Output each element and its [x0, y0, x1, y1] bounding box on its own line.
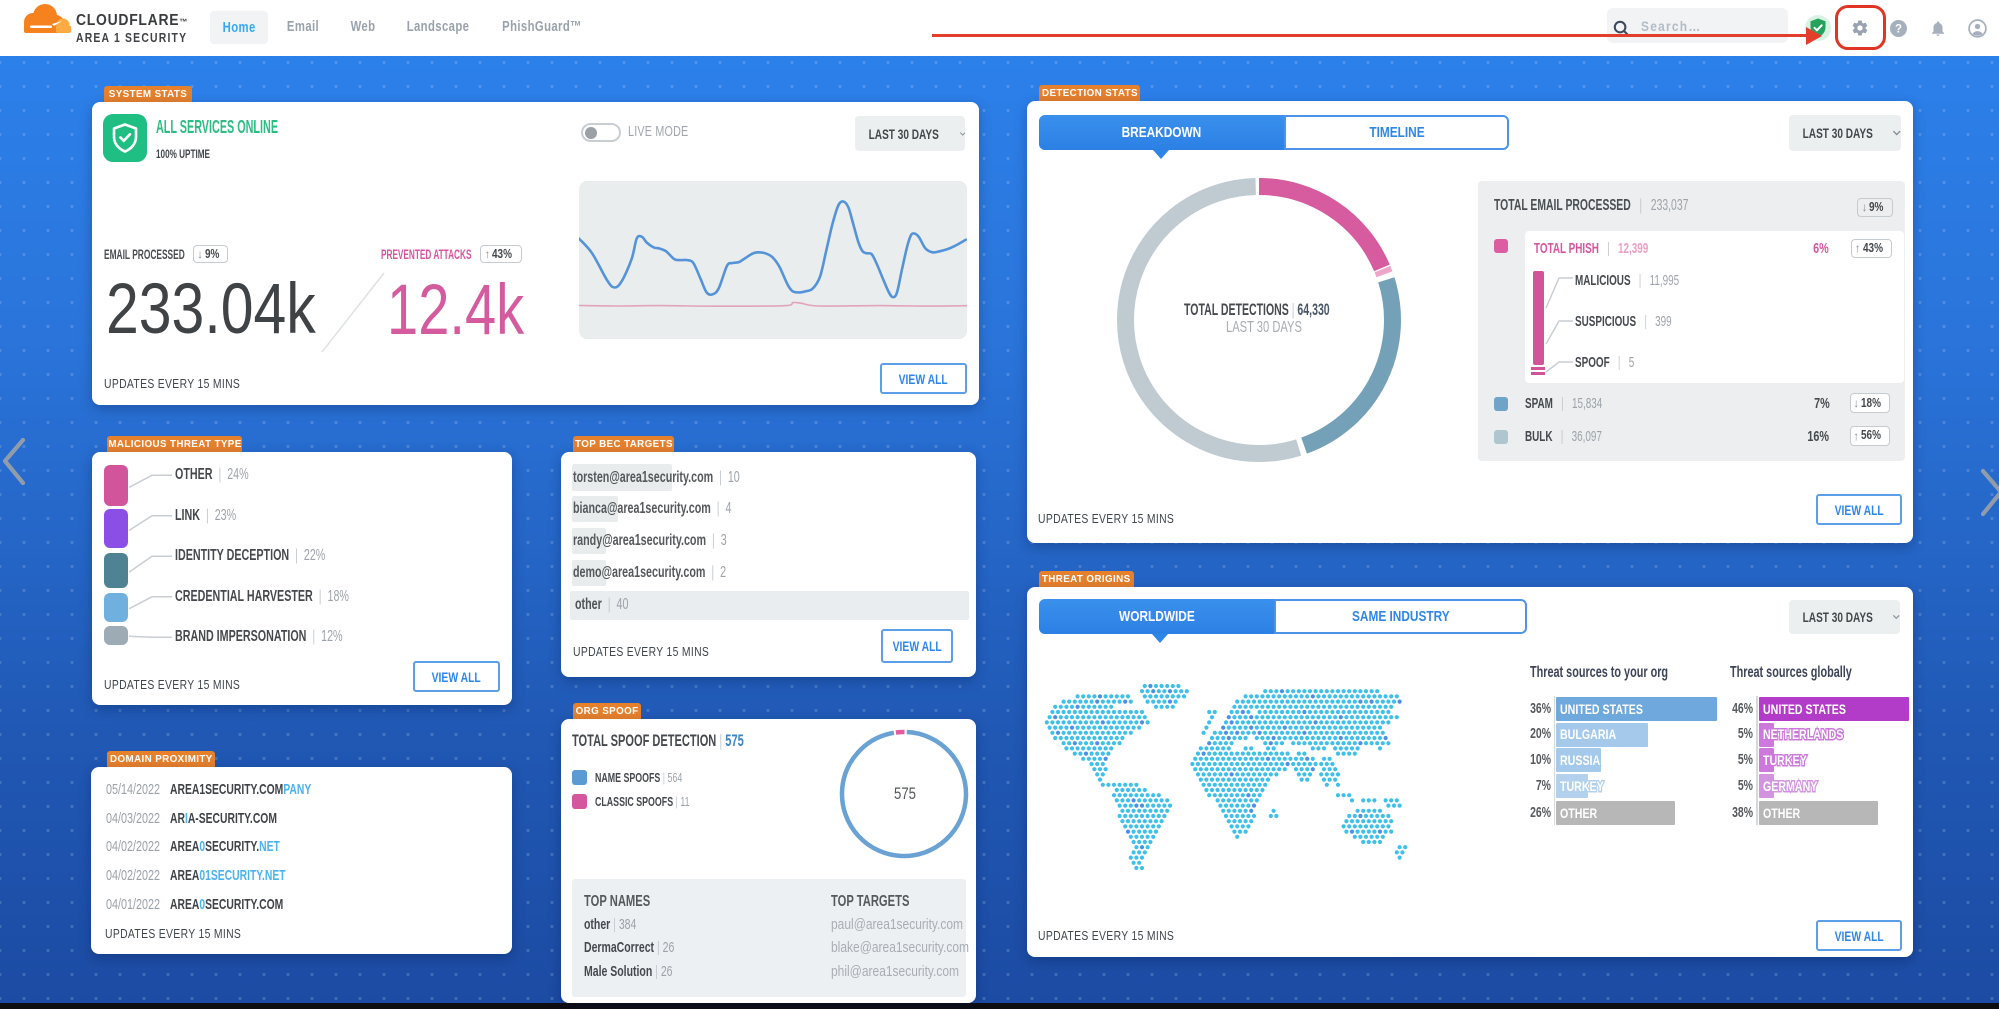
svg-text:?: ? — [1895, 24, 1902, 36]
